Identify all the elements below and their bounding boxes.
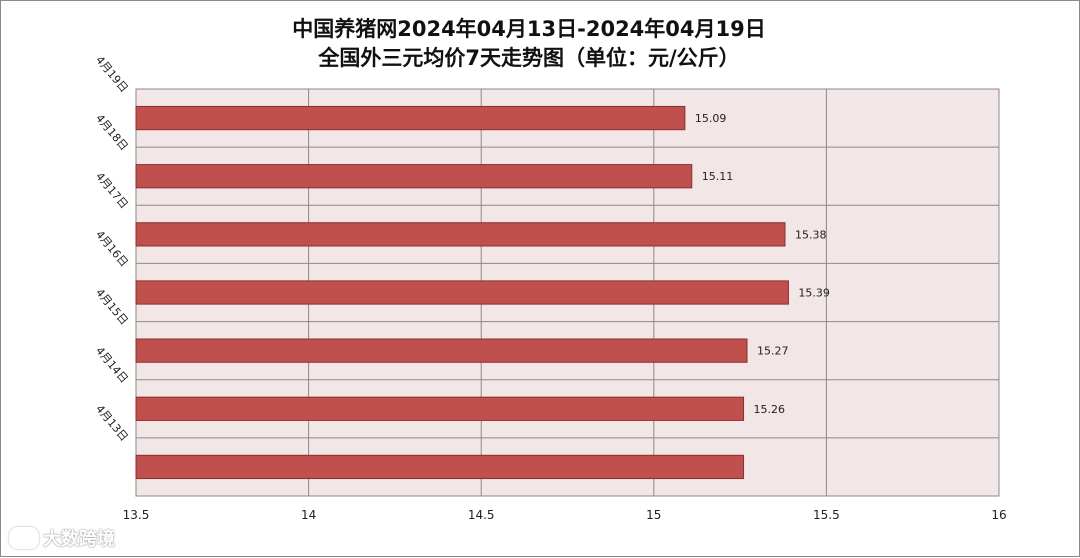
watermark: 大数跨境 (9, 525, 115, 551)
chart-title-line2: 全国外三元均价7天走势图（单位：元/公斤） (318, 46, 740, 70)
bar (135, 222, 786, 247)
x-tick-label: 14.5 (468, 508, 495, 522)
category-label: 4月19日 (93, 54, 131, 95)
bar (135, 164, 693, 189)
category-label: 4月14日 (93, 344, 131, 385)
category-label: 4月16日 (93, 228, 131, 269)
bar (135, 396, 745, 421)
bar (135, 105, 686, 131)
data-label: 15.27 (757, 345, 789, 358)
data-label: 15.39 (798, 287, 830, 300)
category-label: 4月15日 (93, 286, 131, 327)
bar (135, 280, 789, 305)
x-tick-label: 15.5 (813, 508, 840, 522)
chart-title: 中国养猪网2024年04月13日-2024年04月19日 全国外三元均价7天走势… (1, 15, 1057, 73)
x-tick-label: 13.5 (123, 508, 150, 522)
watermark-logo-icon (9, 527, 39, 549)
watermark-text: 大数跨境 (43, 529, 115, 550)
x-tick-label: 16 (991, 508, 1006, 522)
x-tick-label: 15 (646, 508, 661, 522)
bar (135, 454, 745, 480)
data-label: 15.11 (702, 170, 734, 183)
data-label: 15.38 (795, 228, 827, 241)
chart-title-line1: 中国养猪网2024年04月13日-2024年04月19日 (292, 17, 766, 41)
data-label: 15.09 (695, 112, 727, 125)
x-tick-label: 14 (301, 508, 316, 522)
category-label: 4月18日 (93, 112, 131, 153)
category-label: 4月17日 (93, 170, 131, 211)
data-label: 15.26 (754, 403, 786, 416)
category-label: 4月13日 (93, 402, 131, 443)
bar (135, 338, 748, 363)
